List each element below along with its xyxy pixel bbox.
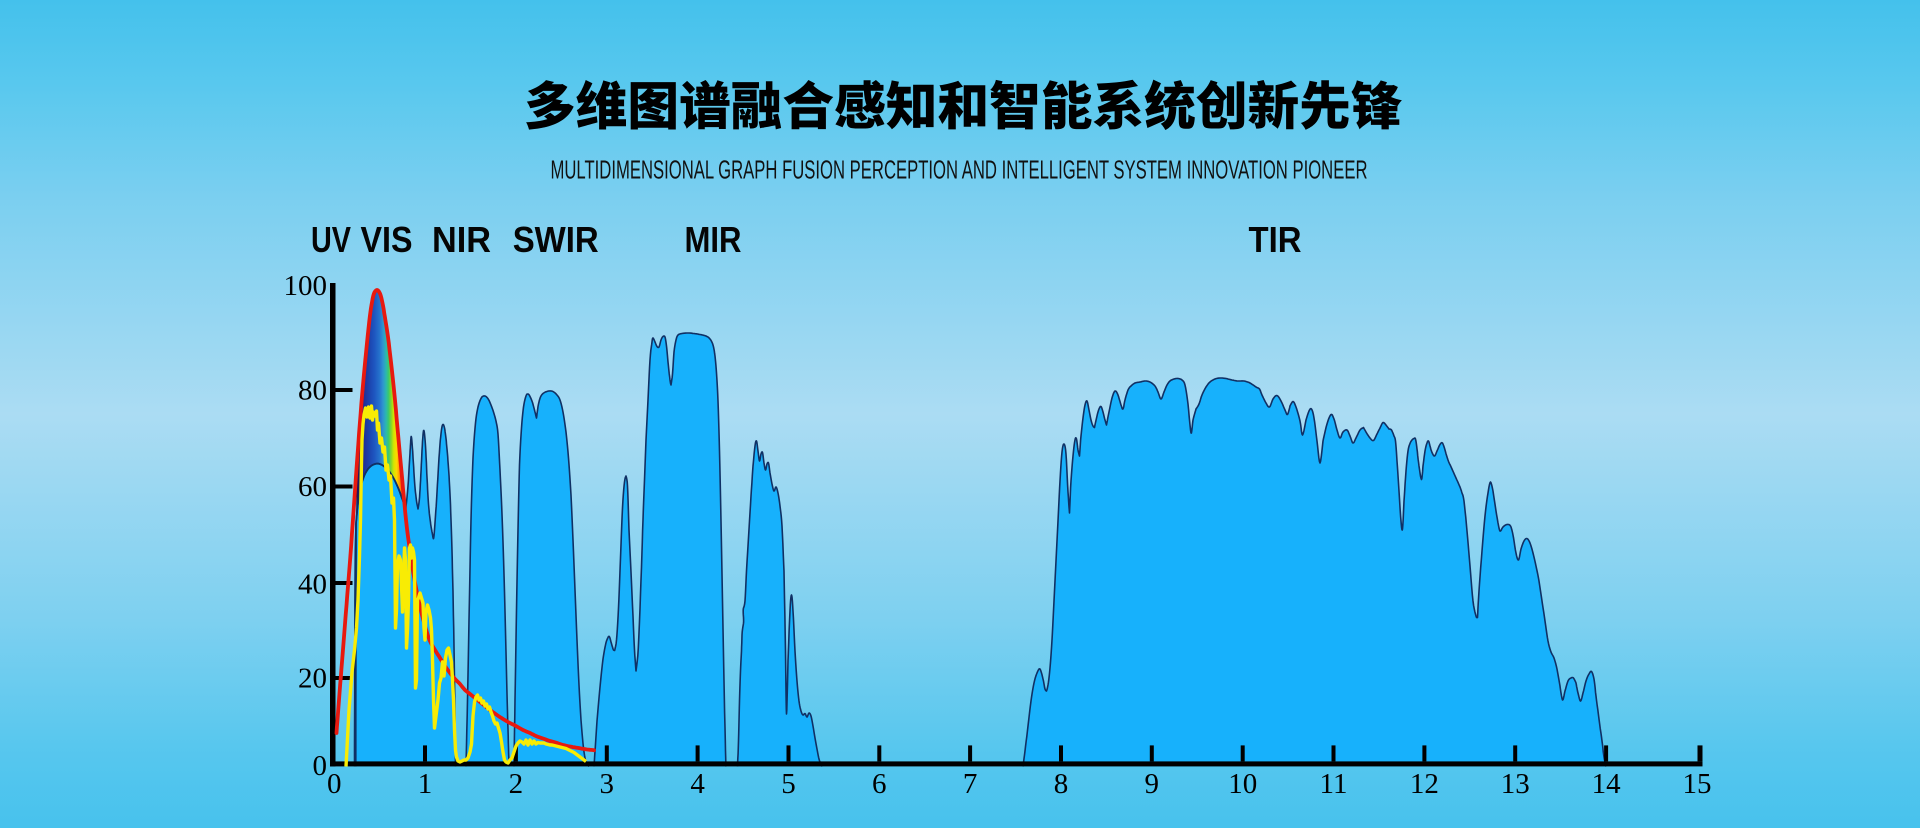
svg-text:VIS: VIS — [361, 219, 413, 260]
svg-text:11: 11 — [1320, 768, 1348, 800]
svg-text:7: 7 — [963, 768, 978, 800]
svg-text:MIR: MIR — [685, 219, 742, 260]
svg-text:3: 3 — [600, 768, 615, 800]
svg-text:SWIR: SWIR — [513, 219, 599, 260]
svg-text:TIR: TIR — [1249, 219, 1302, 260]
svg-text:100: 100 — [284, 270, 328, 302]
svg-text:UV: UV — [311, 219, 351, 260]
svg-text:0: 0 — [327, 768, 342, 800]
svg-text:8: 8 — [1054, 768, 1069, 800]
svg-text:9: 9 — [1145, 768, 1160, 800]
svg-text:13: 13 — [1501, 768, 1530, 800]
svg-text:10: 10 — [1228, 768, 1257, 800]
svg-text:60: 60 — [298, 471, 327, 503]
svg-text:1: 1 — [418, 768, 433, 800]
svg-text:15: 15 — [1683, 768, 1712, 800]
svg-text:12: 12 — [1410, 768, 1439, 800]
svg-text:20: 20 — [298, 663, 327, 695]
svg-text:2: 2 — [509, 768, 524, 800]
svg-text:4: 4 — [690, 768, 705, 800]
svg-text:14: 14 — [1592, 768, 1622, 800]
svg-text:40: 40 — [298, 569, 327, 601]
svg-text:0: 0 — [313, 750, 328, 782]
svg-text:6: 6 — [872, 768, 887, 800]
svg-text:80: 80 — [298, 375, 327, 407]
svg-text:NIR: NIR — [432, 219, 491, 260]
svg-text:5: 5 — [781, 768, 796, 800]
svg-text:MULTIDIMENSIONAL GRAPH FUSION: MULTIDIMENSIONAL GRAPH FUSION PERCEPTION… — [551, 157, 1368, 185]
